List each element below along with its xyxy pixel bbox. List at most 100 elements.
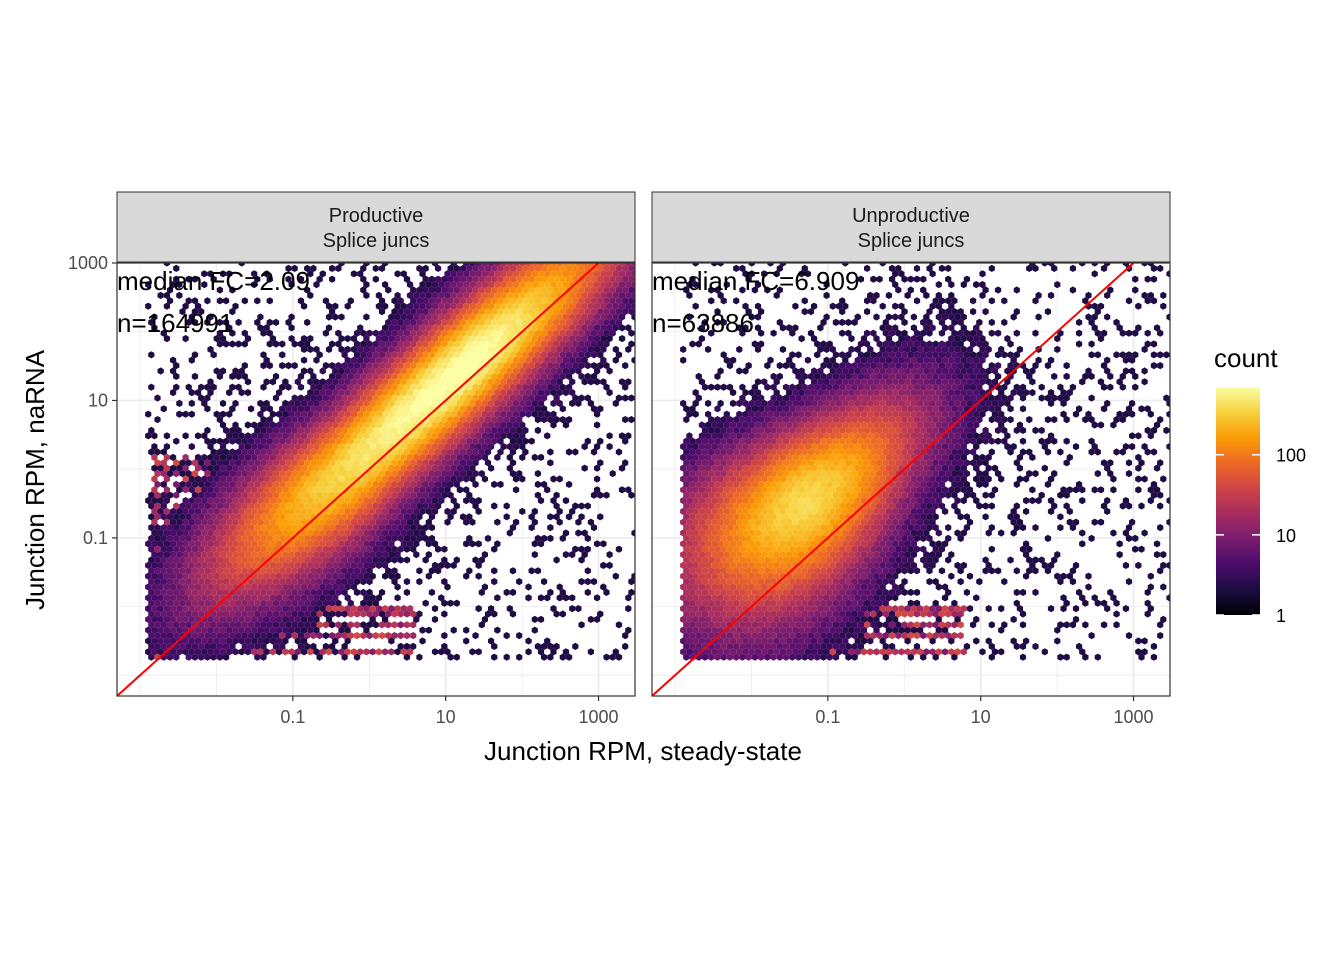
hex-cell [544,270,551,278]
hex-cell [1091,421,1098,429]
hex-cell [758,340,765,348]
hex-cell [463,518,470,526]
hex-cell [522,264,529,272]
hex-cell [304,610,311,618]
hex-cell [369,507,376,515]
hex-cell [767,443,774,451]
hex-cell [385,534,392,542]
hex-cell [686,281,693,289]
hex-cell [204,632,211,640]
hex-cell [463,464,470,472]
hex-cell [235,599,242,607]
hex-cell [188,561,195,569]
hex-cell [441,318,448,326]
hex-cell [219,529,227,537]
hex-cell [216,653,223,661]
hex-cell [1026,416,1033,424]
hex-cell [335,599,342,607]
hex-cell [154,534,161,542]
hex-cell [372,405,379,413]
hex-cell [419,302,426,310]
hex-cell [534,470,541,478]
hex-cell [344,302,351,310]
hex-cell [1088,340,1095,348]
hex-cell [385,491,392,499]
hex-cell [310,588,317,596]
hex-cell [789,394,796,402]
hex-cell [745,362,752,370]
hex-cell [979,291,986,299]
hex-cell [481,443,488,451]
hex-cell [204,578,211,586]
hex-cell [210,480,217,488]
hex-cell [185,610,192,618]
hex-cell [444,389,451,397]
hex-cell [484,394,492,402]
hex-cell [416,524,423,532]
hex-cell [832,318,840,326]
hex-cell [842,367,849,375]
hex-cell [338,551,345,559]
hex-cell [938,308,946,316]
hex-cell [341,351,348,359]
hex-cell [484,610,492,618]
hex-cell [285,459,292,467]
hex-cell [907,351,914,359]
hex-cell [163,551,170,559]
hex-cell [767,399,774,407]
hex-cell [360,448,367,456]
hex-cell [469,540,476,548]
hex-cell [403,308,411,316]
hex-cell [341,588,348,596]
hex-cell [857,416,864,424]
hex-cell [257,410,264,418]
hex-cell [416,362,423,370]
hex-cell [941,421,949,429]
hex-cell [191,502,199,510]
hex-cell [182,529,189,537]
hex-cell [798,270,805,278]
hex-cell [310,534,317,542]
hex-cell [823,389,830,397]
hex-cell [717,367,724,375]
hex-cell [441,329,448,337]
hex-cell [895,372,902,380]
hex-cell [269,626,276,634]
hex-cell [581,464,588,472]
hex-cell [279,524,286,532]
hex-cell [403,426,411,434]
hex-cell [979,281,986,289]
hex-cell [291,470,298,478]
hex-cell [497,437,504,445]
hex-cell [269,605,276,613]
hex-cell [241,567,248,575]
hex-cell [251,497,258,505]
hex-cell [397,329,404,337]
hex-cell [622,416,629,424]
hex-cell [963,329,970,337]
hex-cell [804,410,811,418]
hex-cell [575,302,582,310]
hex-cell [516,437,523,445]
hex-cell [484,416,492,424]
hex-cell [547,642,554,650]
hex-cell [929,432,936,440]
hex-cell [988,405,995,413]
hex-cell [403,491,411,499]
hex-cell [491,275,498,283]
hex-cell [413,335,420,343]
hex-cell [705,421,712,429]
hex-cell [541,329,548,337]
hex-cell [556,263,563,267]
hex-cell [360,275,367,283]
hex-cell [229,340,236,348]
hex-cell [216,372,223,380]
hex-cell [163,561,170,569]
hex-cell [581,551,588,559]
hex-cell [232,626,239,634]
hex-cell [329,556,336,564]
hex-cell [388,313,395,321]
hex-cell [322,459,329,467]
hex-cell [176,486,183,494]
hex-cell [148,502,155,510]
